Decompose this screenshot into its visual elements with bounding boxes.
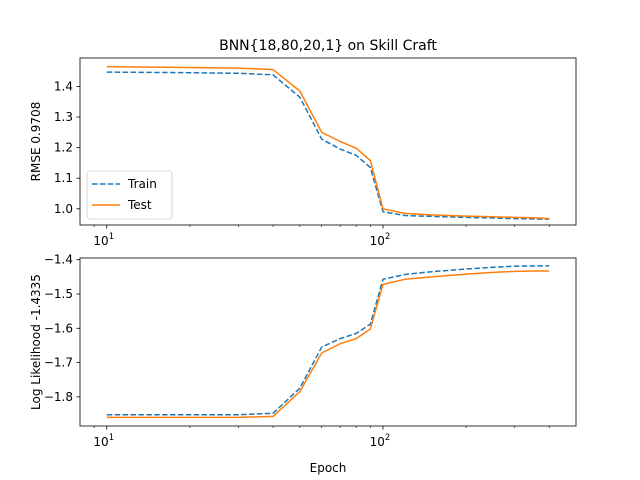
y-tick-label: 1.0 xyxy=(54,202,73,216)
x-tick-label: 101 xyxy=(93,433,114,449)
legend: Train Test xyxy=(86,170,173,220)
series-line-test xyxy=(106,270,550,419)
plot-frame xyxy=(79,57,577,226)
y-tick-label: −1.6 xyxy=(44,321,73,335)
x-tick-label: 102 xyxy=(370,232,391,248)
y-tick-label: 1.2 xyxy=(54,141,73,155)
x-tick-exponent: 1 xyxy=(109,232,114,242)
rmse-panel: 101 102 1.0 1.1 1.2 1.3 1.4 RMSE 0.9708 Train Tes… xyxy=(29,57,577,248)
y-axis-label: RMSE 0.9708 xyxy=(29,102,43,182)
y-tick-label: −1.4 xyxy=(44,253,73,267)
legend-box xyxy=(86,170,173,220)
x-tick-label: 101 xyxy=(93,232,114,248)
plot-frame xyxy=(79,257,577,427)
x-tick-exponent: 2 xyxy=(385,433,390,443)
legend-label-test: Test xyxy=(127,198,152,212)
x-tick-label: 102 xyxy=(370,433,391,449)
series-line-test xyxy=(106,65,550,220)
y-tick-label: 1.4 xyxy=(54,79,73,93)
chart-title: BNN{18,80,20,1} on Skill Craft xyxy=(219,38,437,54)
series-line-train xyxy=(106,71,550,220)
series-line-train xyxy=(106,265,550,416)
y-tick-label: 1.1 xyxy=(54,171,73,185)
y-tick-label: 1.3 xyxy=(54,110,73,124)
x-tick-exponent: 2 xyxy=(385,232,390,242)
y-tick-label: −1.7 xyxy=(44,356,73,370)
legend-label-train: Train xyxy=(127,177,157,191)
y-axis-label: Log Likelihood -1.4335 xyxy=(29,274,43,410)
x-tick-exponent: 1 xyxy=(109,433,114,443)
y-tick-label: −1.5 xyxy=(44,287,73,301)
x-axis-label: Epoch xyxy=(310,461,347,475)
y-tick-label: −1.8 xyxy=(44,390,73,404)
